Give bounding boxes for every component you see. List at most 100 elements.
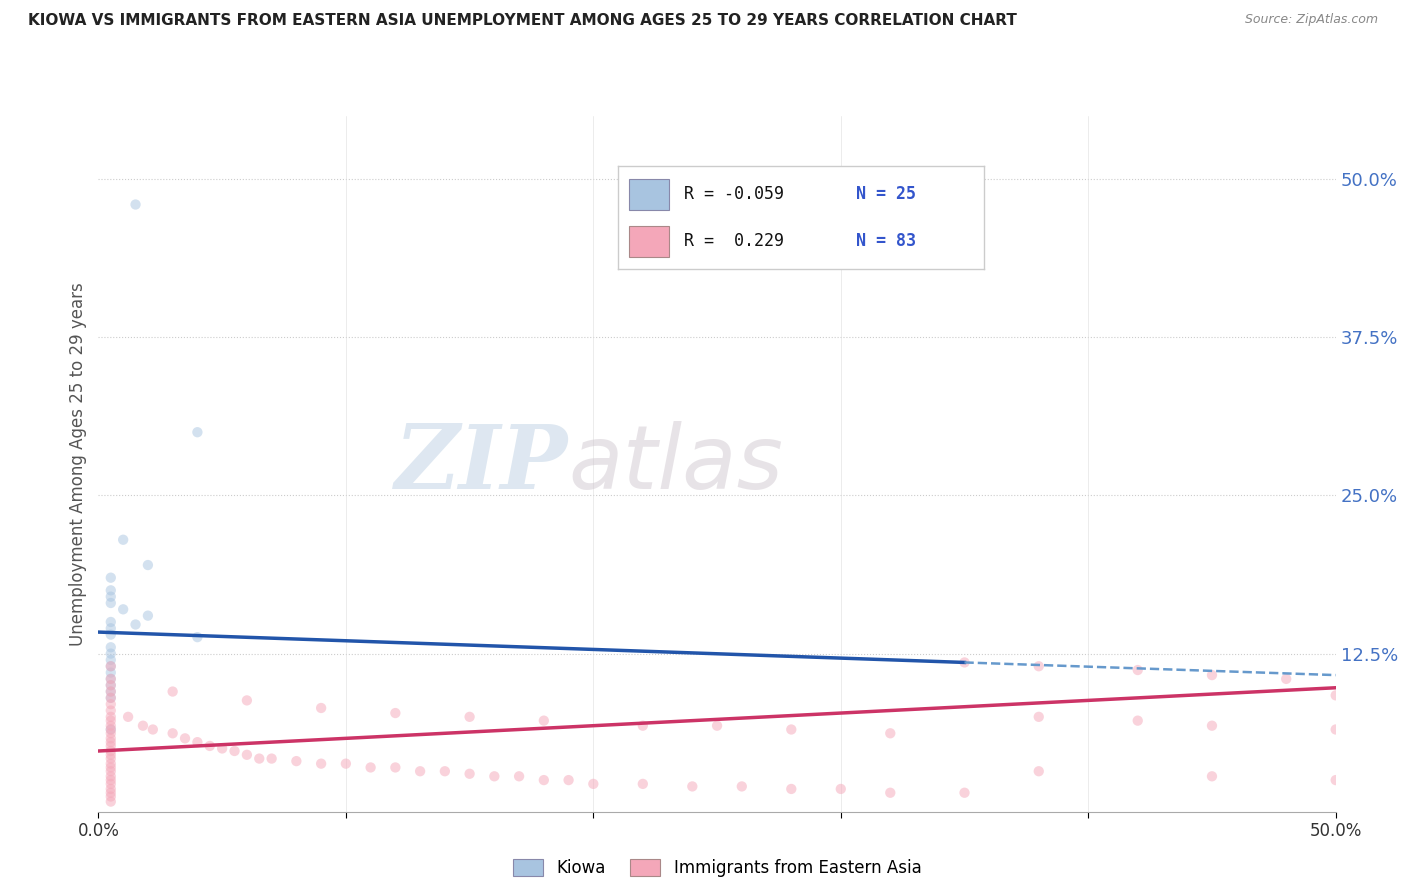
Point bbox=[260, 751, 283, 765]
Point bbox=[309, 756, 332, 771]
Y-axis label: Unemployment Among Ages 25 to 29 years: Unemployment Among Ages 25 to 29 years bbox=[69, 282, 87, 646]
Point bbox=[100, 773, 122, 788]
Point bbox=[1324, 689, 1347, 703]
Point bbox=[433, 764, 456, 779]
Point bbox=[162, 684, 184, 698]
Point bbox=[100, 621, 122, 635]
Point bbox=[132, 719, 155, 733]
Point bbox=[100, 590, 122, 604]
Point bbox=[100, 678, 122, 692]
Point bbox=[100, 769, 122, 783]
Point bbox=[100, 684, 122, 698]
Point bbox=[100, 739, 122, 753]
Point bbox=[100, 678, 122, 692]
Point bbox=[100, 684, 122, 698]
Point bbox=[100, 704, 122, 718]
Point bbox=[100, 710, 122, 724]
Point bbox=[953, 786, 976, 800]
Point bbox=[100, 583, 122, 598]
Point bbox=[100, 747, 122, 762]
Point bbox=[124, 617, 146, 632]
Point bbox=[100, 647, 122, 661]
Point bbox=[112, 602, 135, 616]
Point bbox=[1028, 710, 1050, 724]
Point bbox=[162, 726, 184, 740]
Point bbox=[706, 719, 728, 733]
Text: Source: ZipAtlas.com: Source: ZipAtlas.com bbox=[1244, 13, 1378, 27]
Point bbox=[174, 731, 197, 746]
Point bbox=[100, 714, 122, 728]
Point bbox=[100, 756, 122, 771]
Point bbox=[100, 764, 122, 779]
Point bbox=[953, 656, 976, 670]
Point bbox=[236, 747, 259, 762]
Point bbox=[100, 777, 122, 791]
Point bbox=[142, 723, 165, 737]
Point bbox=[1028, 659, 1050, 673]
Bar bbox=[628, 178, 669, 210]
Point bbox=[1028, 764, 1050, 779]
Point bbox=[247, 751, 270, 765]
Point bbox=[136, 608, 159, 623]
Point bbox=[100, 726, 122, 740]
Point bbox=[830, 781, 852, 796]
Text: R =  0.229: R = 0.229 bbox=[683, 232, 785, 251]
Point bbox=[100, 781, 122, 796]
Point bbox=[100, 760, 122, 774]
Point bbox=[224, 744, 246, 758]
Point bbox=[100, 640, 122, 655]
Point bbox=[631, 719, 654, 733]
Point bbox=[1324, 723, 1347, 737]
Point bbox=[384, 706, 406, 720]
Point bbox=[100, 786, 122, 800]
Point bbox=[557, 773, 579, 788]
Point bbox=[100, 659, 122, 673]
Point bbox=[100, 571, 122, 585]
Legend: Kiowa, Immigrants from Eastern Asia: Kiowa, Immigrants from Eastern Asia bbox=[506, 852, 928, 883]
Point bbox=[100, 751, 122, 765]
Point bbox=[582, 777, 605, 791]
Text: ZIP: ZIP bbox=[395, 421, 568, 507]
Point bbox=[285, 754, 308, 768]
Point bbox=[100, 789, 122, 804]
Point bbox=[1275, 672, 1298, 686]
Point bbox=[100, 731, 122, 746]
Point bbox=[100, 719, 122, 733]
Point bbox=[100, 653, 122, 667]
Point bbox=[100, 697, 122, 711]
Point bbox=[484, 769, 506, 783]
Point bbox=[211, 741, 233, 756]
Point bbox=[100, 723, 122, 737]
Point bbox=[360, 760, 382, 774]
Point bbox=[100, 627, 122, 641]
Point bbox=[879, 786, 901, 800]
Point bbox=[100, 735, 122, 749]
Point bbox=[100, 690, 122, 705]
Point bbox=[681, 780, 703, 794]
Point bbox=[1126, 714, 1149, 728]
Point bbox=[631, 777, 654, 791]
Point bbox=[100, 744, 122, 758]
Point bbox=[186, 630, 208, 644]
Point bbox=[1324, 773, 1347, 788]
Point bbox=[100, 615, 122, 629]
Point bbox=[198, 739, 221, 753]
Point bbox=[731, 780, 754, 794]
Point bbox=[1201, 668, 1223, 682]
Text: N = 25: N = 25 bbox=[856, 186, 915, 203]
Point bbox=[780, 723, 803, 737]
Point bbox=[100, 723, 122, 737]
Point bbox=[236, 693, 259, 707]
Point bbox=[100, 795, 122, 809]
Point bbox=[458, 766, 481, 780]
Point bbox=[112, 533, 135, 547]
Point bbox=[309, 701, 332, 715]
Text: R = -0.059: R = -0.059 bbox=[683, 186, 785, 203]
Point bbox=[186, 425, 208, 440]
Point bbox=[879, 726, 901, 740]
Point bbox=[384, 760, 406, 774]
Text: N = 83: N = 83 bbox=[856, 232, 915, 251]
Point bbox=[335, 756, 357, 771]
Point bbox=[1126, 663, 1149, 677]
Point bbox=[100, 665, 122, 680]
